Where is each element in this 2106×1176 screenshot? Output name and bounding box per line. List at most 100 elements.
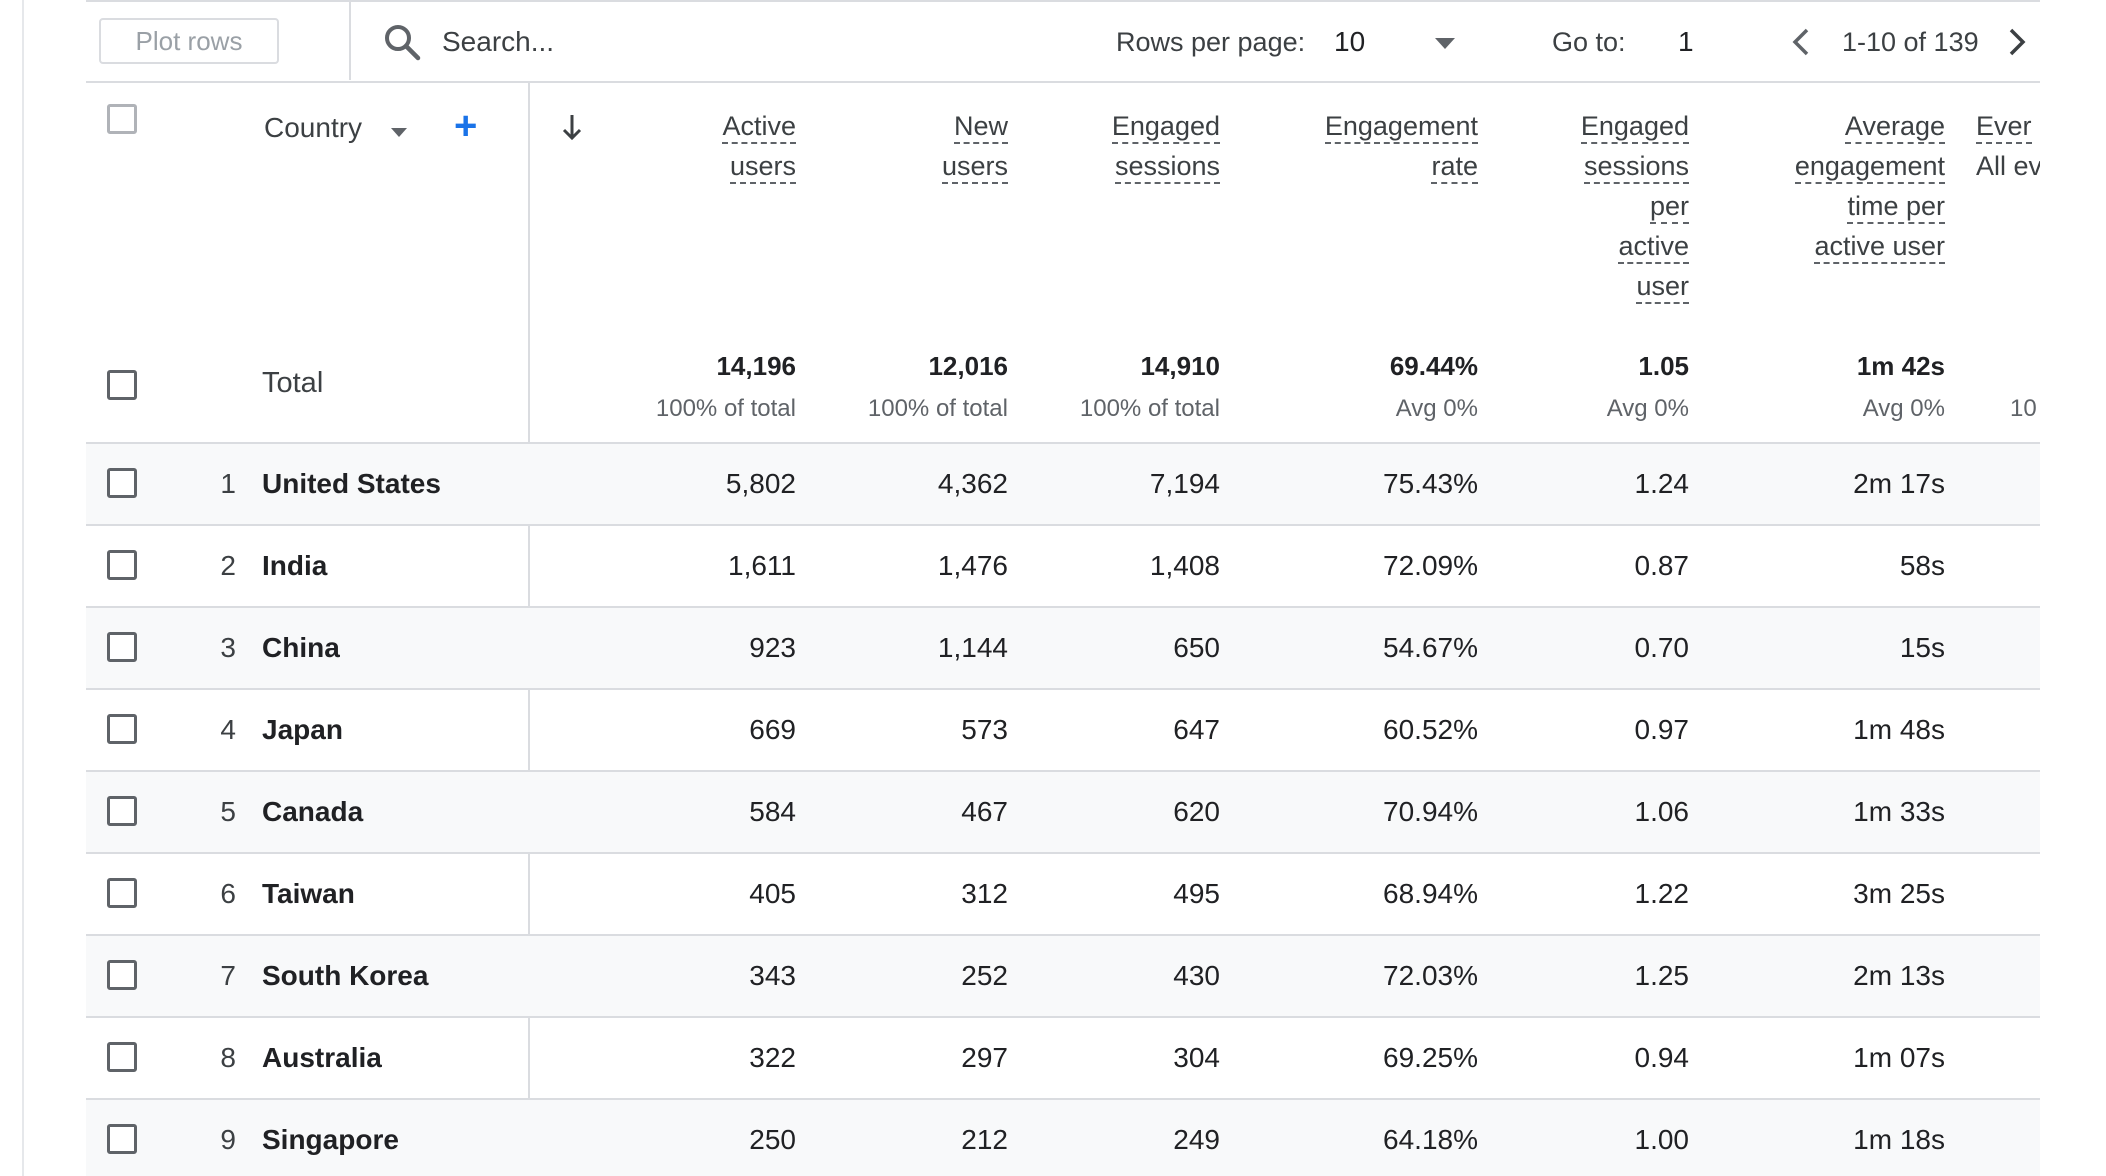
column-header-engagement-rate[interactable]: Engagement rate (1218, 106, 1478, 186)
cell-avg-engagement-time: 1m 48s (1853, 714, 1945, 745)
column-header-line: active user (1814, 231, 1945, 264)
cell-active-users: 405 (749, 878, 796, 909)
cell-new-users: 252 (961, 960, 1008, 991)
cell-engaged-sessions-per-user: 0.94 (1634, 1042, 1690, 1073)
cell-new-users: 573 (961, 714, 1008, 745)
total-subtext: Avg 0% (1606, 395, 1689, 422)
cell-engaged-sessions-per-user: 1.06 (1634, 796, 1690, 827)
column-header-engaged-sessions[interactable]: Engaged sessions (960, 106, 1220, 186)
column-header-new-users[interactable]: New users (748, 106, 1008, 186)
table-row[interactable]: 6 Taiwan 405 312 495 68.94% 1.22 3m 25s (86, 852, 2040, 934)
column-header-avg-engagement-time[interactable]: Average engagement time per active user (1685, 106, 1945, 266)
column-header-line: users (941, 151, 1008, 184)
table-row[interactable]: 9 Singapore 250 212 249 64.18% 1.00 1m 18s (86, 1098, 2040, 1176)
toolbar-bottom-border (86, 81, 2040, 83)
dimension-header-country[interactable]: Country (264, 112, 363, 143)
cell-engagement-rate: 69.25% (1383, 1042, 1478, 1073)
cell-engagement-rate: 75.43% (1383, 468, 1478, 499)
column-header-line: user (1636, 271, 1689, 304)
table-row[interactable]: 4 Japan 669 573 647 60.52% 0.97 1m 48s (86, 688, 2040, 770)
row-index: 6 (220, 878, 236, 909)
cell-avg-engagement-time: 58s (1899, 550, 1945, 581)
caret-down-icon[interactable] (391, 128, 407, 137)
row-checkbox[interactable] (107, 878, 137, 908)
cell-engaged-sessions-per-user: 0.70 (1634, 632, 1690, 663)
cell-engagement-rate: 68.94% (1383, 878, 1478, 909)
column-header-line: Engagement (1324, 111, 1478, 144)
row-checkbox[interactable] (107, 960, 137, 990)
cell-new-users: 1,144 (937, 632, 1008, 663)
row-checkbox[interactable] (107, 1124, 137, 1154)
goto-page-input[interactable]: 1 (1678, 26, 1694, 57)
toolbar-divider (349, 2, 351, 80)
table-row[interactable]: 1 United States 5,802 4,362 7,194 75.43% 1.24 2… (86, 442, 2040, 524)
cell-active-users: 923 (749, 632, 796, 663)
cell-avg-engagement-time: 15s (1899, 632, 1945, 663)
cell-avg-engagement-time: 2m 17s (1853, 468, 1945, 499)
total-subtext: 10 (2010, 395, 2037, 422)
row-checkbox[interactable] (107, 1042, 137, 1072)
table-row[interactable]: 2 India 1,611 1,476 1,408 72.09% 0.87 58s (86, 524, 2040, 606)
cell-engaged-sessions: 7,194 (1149, 468, 1220, 499)
rows-per-page-select[interactable]: 10 (1332, 18, 1472, 66)
table-row[interactable]: 5 Canada 584 467 620 70.94% 1.06 1m 33s (86, 770, 2040, 852)
cell-avg-engagement-time: 1m 18s (1853, 1124, 1945, 1155)
cell-active-users: 343 (749, 960, 796, 991)
select-all-checkbox[interactable] (107, 104, 137, 134)
row-checkbox[interactable] (107, 468, 137, 498)
chevron-right-icon[interactable] (1996, 22, 2036, 62)
plus-icon[interactable]: + (454, 104, 478, 148)
column-header-event-count[interactable]: Ever All ev (1976, 106, 2040, 186)
arrow-down-icon[interactable] (560, 112, 584, 142)
cell-avg-engagement-time: 2m 13s (1853, 960, 1945, 991)
row-index: 7 (220, 960, 236, 991)
caret-down-icon (1435, 38, 1455, 49)
cell-engagement-rate: 54.67% (1383, 632, 1478, 663)
row-checkbox[interactable] (107, 714, 137, 744)
row-checkbox[interactable] (107, 550, 137, 580)
cell-engagement-rate: 70.94% (1383, 796, 1478, 827)
search-icon[interactable] (382, 22, 422, 62)
cell-active-users: 5,802 (725, 468, 796, 499)
total-label: Total (262, 367, 324, 399)
column-header-engaged-sessions-per-user[interactable]: Engaged sessions per active user (1429, 106, 1689, 306)
table-row[interactable]: 3 China 923 1,144 650 54.67% 0.70 15s (86, 606, 2040, 688)
total-row-checkbox[interactable] (107, 370, 137, 400)
row-index: 2 (220, 550, 236, 581)
column-header-line: per (1649, 191, 1689, 224)
row-checkbox[interactable] (107, 632, 137, 662)
row-index: 4 (220, 714, 236, 745)
row-index: 5 (220, 796, 236, 827)
table-row[interactable]: 7 South Korea 343 252 430 72.03% 1.25 2m 13s (86, 934, 2040, 1016)
total-value: 1m 42s (1856, 351, 1945, 381)
cell-avg-engagement-time: 3m 25s (1853, 878, 1945, 909)
column-header-line: Average (1844, 111, 1945, 144)
search-input[interactable] (442, 20, 742, 64)
cell-engaged-sessions-per-user: 1.00 (1634, 1124, 1690, 1155)
row-index: 9 (220, 1124, 236, 1155)
cell-engaged-sessions-per-user: 1.24 (1634, 468, 1690, 499)
cell-engaged-sessions-per-user: 1.22 (1634, 878, 1690, 909)
cell-new-users: 212 (961, 1124, 1008, 1155)
plot-rows-button[interactable]: Plot rows (99, 18, 279, 64)
total-value: 12,016 (928, 351, 1008, 381)
row-checkbox[interactable] (107, 796, 137, 826)
column-header-line: engagement (1794, 151, 1945, 184)
goto-label: Go to: (1552, 27, 1626, 57)
country-name: United States (262, 468, 441, 499)
cell-engaged-sessions: 249 (1173, 1124, 1220, 1155)
column-header-active-users[interactable]: Active users (536, 106, 796, 186)
total-value: 14,196 (716, 351, 796, 381)
cell-engaged-sessions: 495 (1173, 878, 1220, 909)
row-index: 8 (220, 1042, 236, 1073)
total-value: 14,910 (1140, 351, 1220, 381)
cell-engaged-sessions-per-user: 0.87 (1634, 550, 1690, 581)
cell-new-users: 1,476 (937, 550, 1008, 581)
chevron-left-icon[interactable] (1782, 22, 1822, 62)
table-row[interactable]: 8 Australia 322 297 304 69.25% 0.94 1m 07s (86, 1016, 2040, 1098)
cell-avg-engagement-time: 1m 33s (1853, 796, 1945, 827)
total-subtext: Avg 0% (1395, 395, 1478, 422)
rows-per-page-label: Rows per page: (1116, 27, 1306, 57)
cell-engaged-sessions: 647 (1173, 714, 1220, 745)
total-subtext: 100% of total (655, 395, 796, 422)
